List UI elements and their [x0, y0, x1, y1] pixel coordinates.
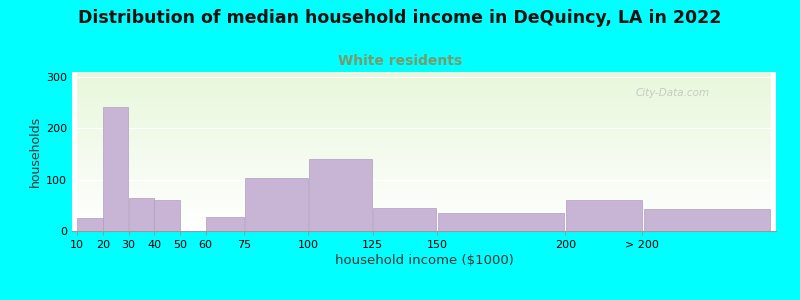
Bar — [129, 198, 154, 231]
Bar — [309, 159, 372, 231]
Bar — [566, 200, 642, 231]
Bar — [78, 218, 102, 231]
Bar — [206, 217, 244, 231]
Bar — [103, 107, 128, 231]
Bar — [644, 209, 770, 231]
Y-axis label: households: households — [29, 116, 42, 187]
Text: Distribution of median household income in DeQuincy, LA in 2022: Distribution of median household income … — [78, 9, 722, 27]
Bar — [438, 213, 564, 231]
Text: City-Data.com: City-Data.com — [635, 88, 710, 98]
Bar — [245, 178, 308, 231]
Bar — [374, 208, 436, 231]
Bar — [154, 200, 180, 231]
X-axis label: household income ($1000): household income ($1000) — [334, 254, 514, 267]
Text: White residents: White residents — [338, 54, 462, 68]
